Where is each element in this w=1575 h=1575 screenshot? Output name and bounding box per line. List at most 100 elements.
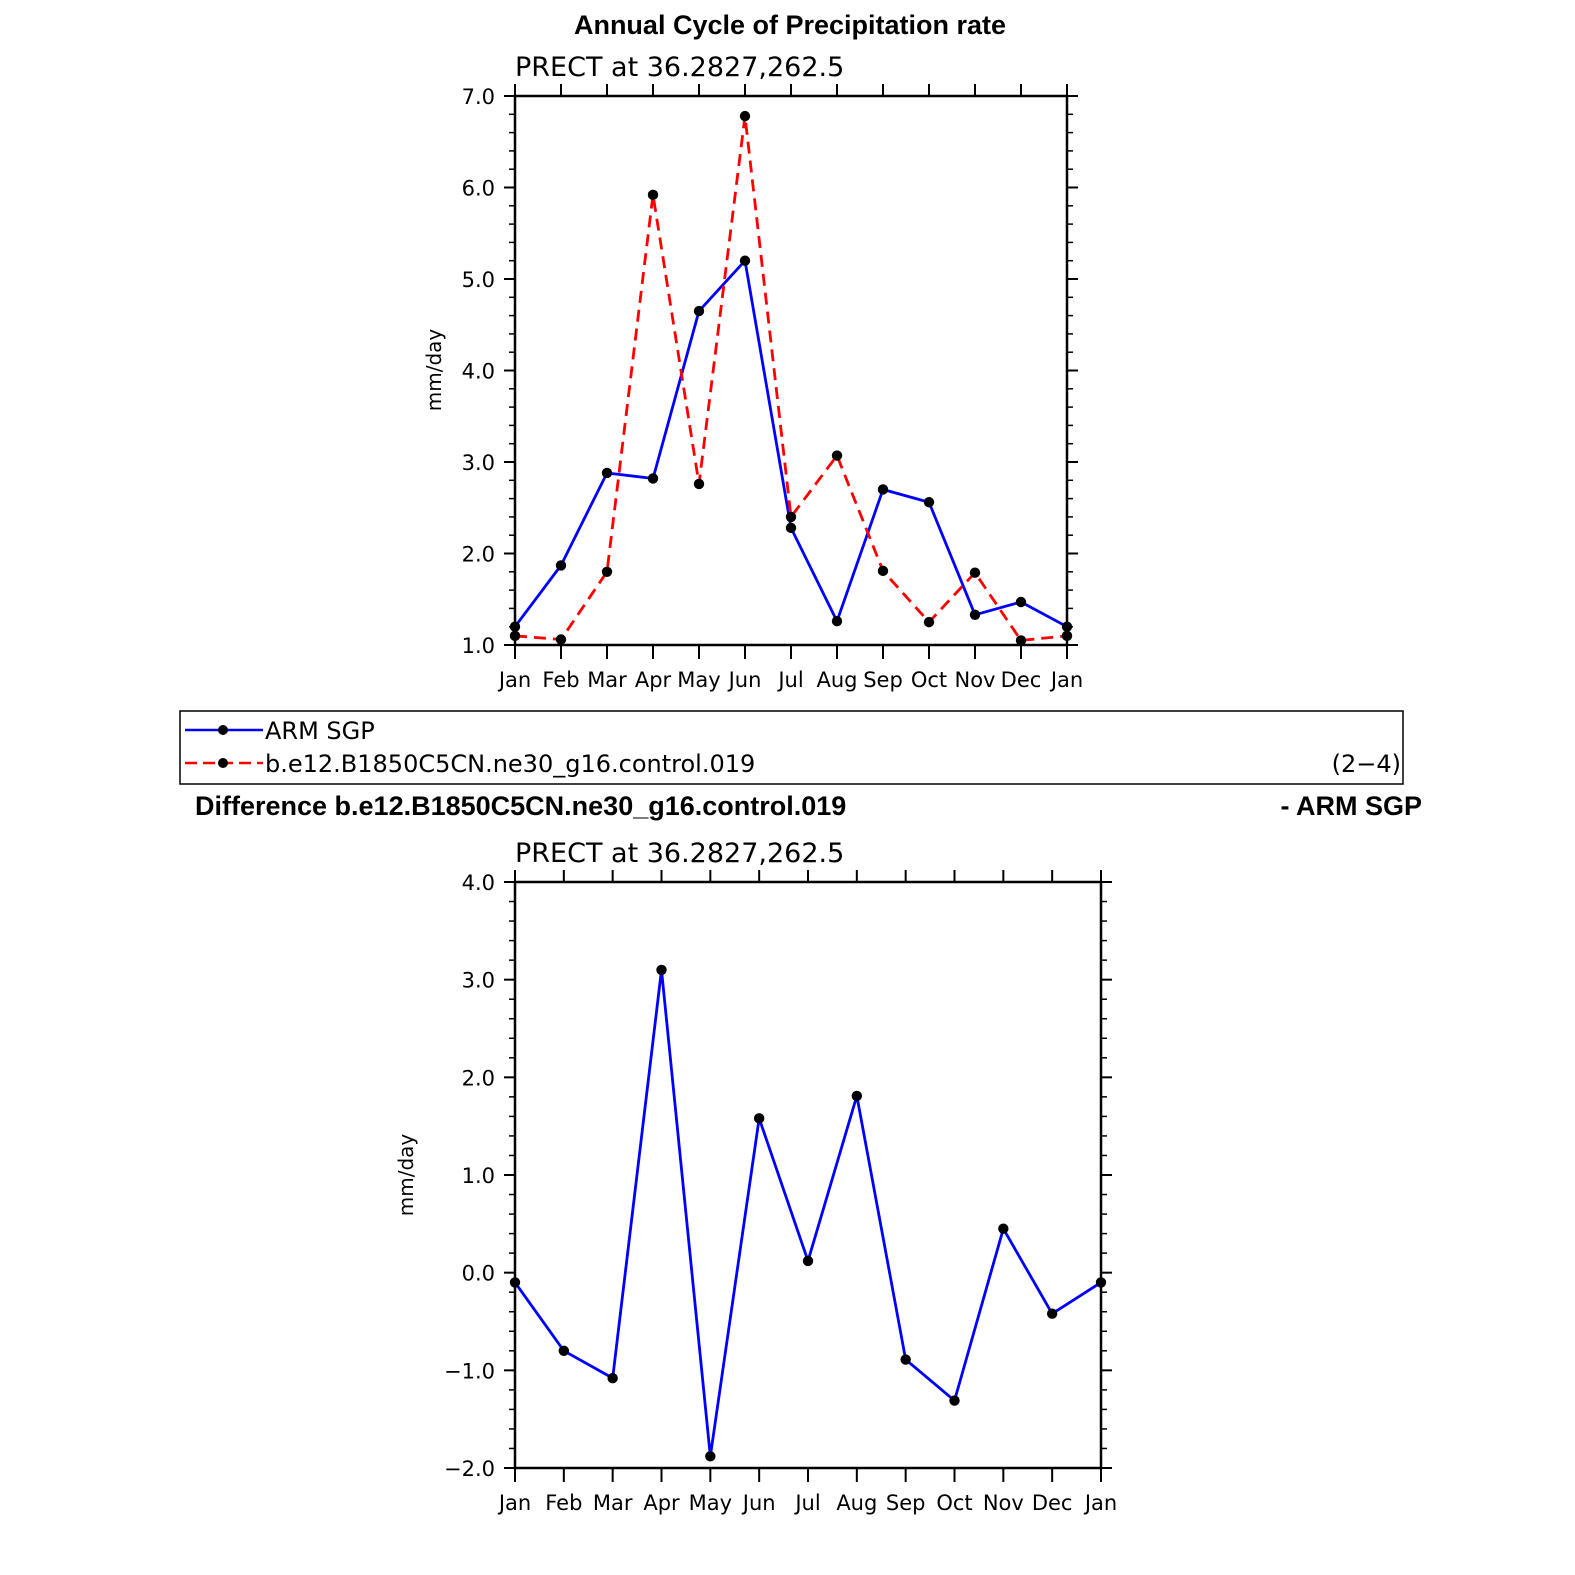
chart-subtitle: PRECT at 36.2827,262.5 — [515, 838, 844, 869]
y-axis-label: mm/day — [422, 329, 446, 412]
chart-title-right: - ARM SGP — [1281, 791, 1423, 821]
x-tick-labels: Jan Feb Mar Apr May Jun Jul Aug Sep Oct Nov Dec Jan — [497, 1491, 1117, 1515]
x-tick-label: Jun — [741, 1491, 776, 1515]
data-point — [785, 511, 797, 523]
axis-ticks — [504, 84, 1078, 659]
data-point — [1015, 635, 1027, 646]
axis-ticks — [504, 870, 1112, 1482]
x-tick-labels: Jan Feb Mar Apr May Jun Jul Aug Sep Oct Nov Dec Jan — [497, 668, 1083, 692]
x-tick-label: Feb — [545, 1491, 582, 1515]
chart-title: Annual Cycle of Precipitation rate — [574, 10, 1006, 40]
y-tick-label: 4.0 — [462, 360, 495, 384]
series-0 — [509, 964, 1107, 1462]
y-tick-labels: 1.0 2.0 3.0 4.0 5.0 6.0 7.0 — [462, 85, 495, 658]
legend-marker-obs — [218, 725, 228, 735]
legend-label-model: b.e12.B1850C5CN.ne30_g16.control.019 — [265, 750, 755, 778]
data-point — [647, 189, 659, 201]
plot-frame — [513, 880, 1103, 1470]
series-line — [513, 259, 1068, 628]
data-point — [802, 1255, 814, 1267]
legend-label-obs: ARM SGP — [265, 717, 375, 745]
data-point — [831, 450, 843, 461]
series-group — [509, 110, 1073, 646]
data-point — [753, 1113, 765, 1124]
data-point — [739, 110, 751, 122]
panel-tag: (2−4) — [1332, 750, 1401, 778]
series-line — [514, 114, 1068, 642]
data-point — [877, 565, 889, 577]
data-point — [647, 473, 659, 484]
y-tick-label: 2.0 — [462, 543, 495, 567]
y-tick-label: 1.0 — [462, 634, 495, 658]
data-point — [851, 1090, 863, 1102]
x-tick-label: Nov — [983, 1491, 1024, 1515]
y-tick-label: −1.0 — [444, 1359, 495, 1383]
x-tick-label: Oct — [911, 668, 947, 692]
data-point — [693, 305, 705, 317]
x-tick-label: Jan — [1049, 668, 1083, 692]
x-tick-label: Sep — [863, 668, 903, 692]
data-point — [998, 1223, 1009, 1234]
x-tick-label: Jan — [1083, 1491, 1117, 1515]
x-tick-label: Dec — [1032, 1491, 1073, 1515]
x-tick-label: Apr — [635, 668, 672, 692]
data-point — [558, 1345, 570, 1357]
x-tick-label: Jun — [727, 668, 762, 692]
data-point — [1046, 1308, 1058, 1319]
y-tick-label: −2.0 — [444, 1457, 495, 1481]
x-tick-label: Jul — [793, 1491, 820, 1515]
x-tick-label: Mar — [587, 668, 627, 692]
data-point — [705, 1451, 716, 1462]
y-tick-label: 7.0 — [462, 85, 495, 109]
data-point — [739, 255, 751, 266]
difference-panel: Difference b.e12.B1850C5CN.ne30_g16.cont… — [195, 791, 1422, 1515]
series-0 — [509, 255, 1073, 632]
data-point — [509, 630, 521, 642]
legend-entry-obs: ARM SGP — [185, 717, 375, 745]
data-point — [607, 1372, 618, 1384]
x-tick-label: Jul — [776, 668, 803, 692]
chart-subtitle: PRECT at 36.2827,262.5 — [515, 52, 844, 83]
series-line — [513, 968, 1102, 1458]
x-tick-label: Mar — [593, 1491, 633, 1515]
x-tick-label: Apr — [643, 1491, 680, 1515]
data-point — [555, 560, 567, 571]
x-tick-label: Dec — [1001, 668, 1042, 692]
data-point — [923, 497, 935, 508]
chart-title: Difference b.e12.B1850C5CN.ne30_g16.cont… — [195, 791, 846, 821]
y-tick-label: 6.0 — [462, 177, 495, 201]
x-tick-label: Jan — [497, 668, 531, 692]
plot-frame — [513, 94, 1069, 647]
y-tick-label: 1.0 — [462, 1164, 495, 1188]
data-point — [693, 478, 705, 490]
data-point — [949, 1395, 960, 1406]
data-point — [509, 621, 521, 632]
y-tick-label: 4.0 — [462, 871, 495, 895]
x-tick-label: Nov — [955, 668, 996, 692]
data-point — [831, 616, 843, 627]
data-point — [923, 616, 935, 628]
y-tick-labels: −2.0 −1.0 0.0 1.0 2.0 3.0 4.0 — [444, 871, 495, 1481]
x-tick-label: Jan — [497, 1491, 531, 1515]
legend-marker-model — [218, 758, 228, 768]
x-tick-label: Aug — [836, 1491, 877, 1515]
data-point — [969, 567, 981, 578]
y-axis-label: mm/day — [394, 1134, 418, 1217]
data-point — [601, 467, 613, 479]
legend-entry-model: b.e12.B1850C5CN.ne30_g16.control.019 — [185, 750, 755, 778]
x-tick-label: May — [677, 668, 720, 692]
y-tick-label: 0.0 — [462, 1262, 495, 1286]
data-point — [555, 634, 567, 645]
data-point — [601, 566, 613, 577]
y-tick-label: 2.0 — [462, 1066, 495, 1090]
data-point — [1061, 630, 1073, 642]
series-1 — [509, 110, 1073, 646]
data-point — [656, 964, 667, 976]
data-point — [785, 522, 797, 534]
data-point — [969, 609, 981, 621]
y-tick-label: 3.0 — [462, 451, 495, 475]
data-point — [877, 484, 889, 495]
data-point — [1095, 1277, 1107, 1288]
y-tick-label: 5.0 — [462, 268, 495, 292]
